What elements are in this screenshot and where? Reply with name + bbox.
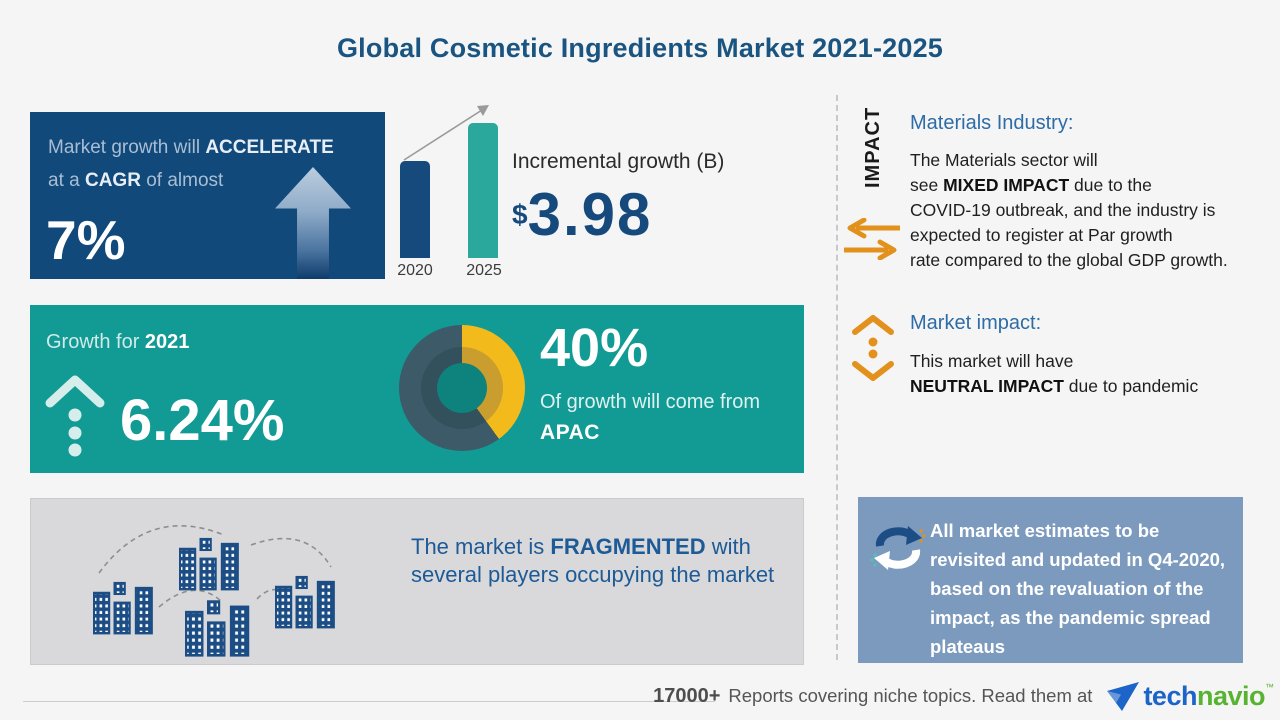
cagr-pre-text: at a — [48, 170, 85, 191]
page-title: Global Cosmetic Ingredients Market 2021-… — [336, 33, 944, 63]
apac-line: Of growth will come from — [540, 391, 761, 413]
cagr-post-text: of almost — [140, 170, 224, 191]
market-impact-line2-post: due to pandemic — [1063, 376, 1199, 396]
donut-hole — [437, 363, 487, 413]
impact-vertical-label: IMPACT — [862, 106, 884, 188]
logo-trademark: ™ — [1265, 682, 1274, 692]
neutral-impact-keyword: NEUTRAL IMPACT — [910, 376, 1064, 396]
incremental-growth-value: $3.98 — [512, 180, 724, 249]
growth-label-text: Growth for — [46, 331, 145, 353]
fragmented-card: The market is FRAGMENTED with several pl… — [30, 498, 804, 665]
footer-text: Reports covering niche topics. Read them… — [728, 685, 1093, 706]
up-arrow-icon — [275, 167, 351, 279]
market-impact-line2: NEUTRAL IMPACT due to pandemic — [910, 374, 1198, 399]
incremental-bar-chart: 2020 2025 — [397, 98, 510, 280]
materials-line2-pre: see — [910, 175, 944, 195]
bar-2020 — [400, 161, 430, 258]
market-impact-line1: This market will have — [910, 351, 1074, 371]
fragmented-pre: The market is — [411, 534, 551, 559]
growth-up-trend-icon — [45, 375, 105, 457]
materials-line4: expected to register at Par growth — [910, 225, 1173, 245]
donut-chart — [399, 325, 525, 451]
fragmented-rest: with several players occupying the marke… — [411, 534, 775, 587]
accelerate-keyword: ACCELERATE — [205, 137, 334, 158]
incremental-growth-block: Incremental growth (B) $3.98 — [512, 150, 724, 249]
incremental-growth-label: Incremental growth (B) — [512, 150, 725, 173]
refresh-icon — [870, 526, 926, 570]
mixed-impact-keyword: MIXED IMPACT — [943, 175, 1070, 195]
bar-2025 — [468, 123, 498, 258]
growth-year: 2021 — [144, 331, 190, 353]
footer: 17000+ Reports covering niche topics. Re… — [653, 680, 1274, 712]
materials-paragraph: The Materials sector will see MIXED IMPA… — [910, 148, 1228, 273]
reports-count: 17000+ — [653, 684, 721, 707]
growth-label: Growth for 2021 — [46, 331, 189, 354]
growth-value: 6.24% — [120, 388, 285, 453]
growth-card: Growth for 2021 6.24% 40% Of growth will… — [30, 305, 804, 473]
logo-navio: navio — [1196, 680, 1266, 711]
accelerate-line1-text: Market growth will — [48, 137, 206, 158]
neutral-impact-icon — [852, 315, 894, 381]
estimates-card: All market estimates to be revisited and… — [858, 497, 1243, 663]
apac-percent: 40% — [540, 318, 649, 378]
market-impact-paragraph: This market will have NEUTRAL IMPACT due… — [910, 349, 1198, 399]
fragmented-keyword: FRAGMENTED — [550, 534, 706, 559]
estimates-text: All market estimates to be revisited and… — [930, 520, 1226, 657]
materials-industry-heading: Materials Industry: — [910, 112, 1074, 134]
accelerate-line1: Market growth will ACCELERATE — [48, 137, 334, 159]
technavio-icon — [1107, 682, 1140, 711]
materials-line1: The Materials sector will — [910, 150, 1098, 170]
bar-label-2025: 2025 — [466, 262, 502, 279]
apac-region: APAC — [540, 421, 600, 444]
accelerate-line2: at a CAGR of almost — [48, 170, 223, 192]
buildings-illustration — [93, 525, 335, 657]
mixed-impact-arrows-icon — [844, 218, 900, 260]
technavio-logo[interactable]: tech navio ™ — [1106, 680, 1274, 712]
fragmented-text: The market is FRAGMENTED with several pl… — [411, 533, 803, 589]
market-impact-heading: Market impact: — [910, 312, 1042, 334]
incremental-value: 3.98 — [527, 181, 653, 248]
bar-label-2020: 2020 — [397, 262, 433, 279]
logo-tech: tech — [1143, 680, 1197, 711]
currency-symbol: $ — [512, 198, 528, 230]
trend-arrow-icon — [403, 105, 489, 161]
cagr-value: 7% — [46, 209, 126, 271]
footer-rule — [23, 701, 715, 702]
materials-line2-post: due to the — [1069, 175, 1152, 195]
materials-line2: see MIXED IMPACT due to the — [910, 173, 1228, 198]
accelerate-card: Market growth will ACCELERATE at a CAGR … — [30, 112, 385, 279]
cagr-keyword: CAGR — [84, 170, 141, 191]
materials-line3: COVID-19 outbreak, and the industry is — [910, 200, 1216, 220]
impact-divider-line — [836, 95, 838, 660]
materials-line5: rate compared to the global GDP growth. — [910, 250, 1228, 270]
donut-callout: 40% Of growth will come from APAC — [540, 318, 760, 445]
